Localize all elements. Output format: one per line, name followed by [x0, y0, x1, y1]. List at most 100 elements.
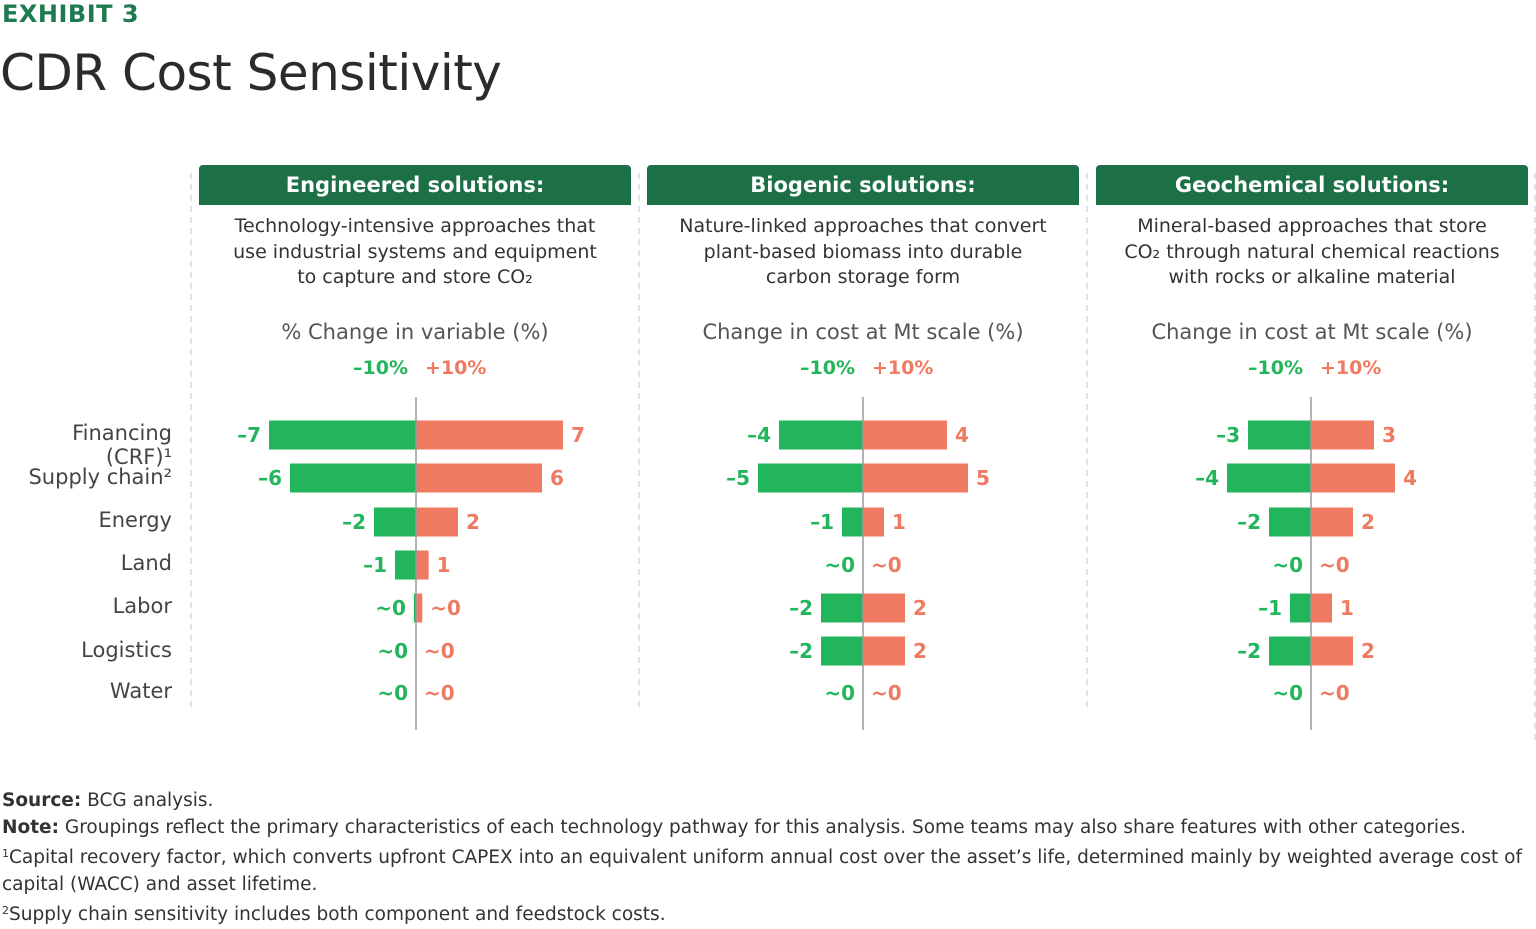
- data-label-negative: –3: [1216, 423, 1240, 447]
- data-label-positive: 1: [1340, 596, 1354, 620]
- desc-line: use industrial systems and equipment: [233, 240, 597, 263]
- data-label-negative: –1: [810, 510, 834, 534]
- footnote-2: 2Supply chain sensitivity includes both …: [2, 898, 1532, 929]
- data-label-positive: 6: [550, 466, 564, 490]
- data-label-negative: ~0: [377, 639, 408, 663]
- bar-positive: [1311, 507, 1353, 537]
- data-label-positive: ~0: [871, 681, 902, 705]
- legend-negative: –10%: [353, 357, 408, 379]
- data-label-negative: –4: [1195, 466, 1219, 490]
- data-label-positive: 2: [1361, 639, 1375, 663]
- data-label-negative: –1: [363, 553, 387, 577]
- bar-negative: [1248, 420, 1311, 450]
- bar-negative: [1269, 507, 1311, 537]
- axis-title-biogenic: Change in cost at Mt scale (%): [702, 320, 1024, 344]
- data-label-positive: 1: [437, 553, 451, 577]
- row-label-water: Water: [109, 679, 172, 703]
- data-label-negative: –4: [747, 423, 771, 447]
- desc-line: Nature-linked approaches that convert: [679, 215, 1047, 237]
- data-label-negative: –6: [258, 466, 282, 490]
- row-label-land: Land: [120, 551, 172, 575]
- footnote-text: Supply chain sensitivity includes both c…: [9, 904, 666, 925]
- data-label-positive: ~0: [871, 553, 902, 577]
- panel-header-biogenic: Biogenic solutions:: [647, 165, 1079, 205]
- desc-line: CO₂ through natural chemical reactions: [1124, 240, 1500, 263]
- bar-positive: [1311, 463, 1395, 493]
- panel-header-geochemical: Geochemical solutions:: [1096, 165, 1528, 205]
- footnote-text: Capital recovery factor, which converts …: [2, 847, 1522, 895]
- desc-line: with rocks or alkaline material: [1168, 266, 1456, 288]
- desc-line: to capture and store CO₂: [297, 266, 533, 288]
- bar-positive: [1311, 420, 1374, 450]
- data-label-negative: –2: [789, 639, 813, 663]
- row-label-financing: Financing (CRF)¹: [72, 421, 172, 469]
- axis-title-geochemical: Change in cost at Mt scale (%): [1151, 320, 1473, 344]
- source-label: Source:: [2, 790, 82, 811]
- legend-negative: –10%: [800, 357, 855, 379]
- panel-description-geochemical: Mineral-based approaches that store CO₂ …: [1096, 214, 1528, 291]
- bar-negative: [1227, 463, 1311, 493]
- panel-description-biogenic: Nature-linked approaches that convert pl…: [647, 214, 1079, 291]
- data-label-positive: 4: [1403, 466, 1417, 490]
- data-label-negative: –2: [1237, 639, 1261, 663]
- data-label-negative: ~0: [377, 681, 408, 705]
- exhibit-label: EXHIBIT 3: [2, 0, 140, 28]
- bar-negative: [395, 550, 416, 580]
- data-label-negative: ~0: [375, 596, 406, 620]
- desc-line: Mineral-based approaches that store: [1137, 215, 1487, 237]
- data-label-positive: 2: [913, 639, 927, 663]
- bar-positive: [863, 420, 947, 450]
- legend-positive: +10%: [425, 357, 487, 379]
- data-label-positive: ~0: [1319, 553, 1350, 577]
- note-text: Groupings reflect the primary characteri…: [58, 816, 1466, 838]
- source-text: BCG analysis.: [81, 790, 214, 811]
- bar-negative: [1269, 636, 1311, 666]
- axis-title-engineered: % Change in variable (%): [281, 320, 549, 344]
- footnote-mark: 2: [2, 904, 9, 917]
- data-label-negative: –7: [237, 423, 261, 447]
- bar-positive: [416, 420, 563, 450]
- bar-positive: [416, 463, 542, 493]
- source-line: Source: BCG analysis.: [2, 788, 1532, 815]
- bar-negative: [413, 593, 416, 623]
- data-label-negative: ~0: [1272, 681, 1303, 705]
- row-label-labor: Labor: [112, 594, 172, 618]
- row-label-energy: Energy: [98, 508, 172, 532]
- data-label-positive: 4: [955, 423, 969, 447]
- bar-positive: [1311, 593, 1332, 623]
- panel-header-engineered: Engineered solutions:: [199, 165, 631, 205]
- tornado-charts: –7 7 –6 6 –2 2 –1 1 ~0 ~0 ~0 ~0 ~0 ~0 –4 4 –5 5 –1 1 ~0 ~0 –2 2…: [190, 173, 1536, 745]
- notes: Source: BCG analysis. Note: Groupings re…: [2, 788, 1532, 929]
- data-label-positive: 3: [1382, 423, 1396, 447]
- legend-positive: +10%: [872, 357, 934, 379]
- data-label-positive: 2: [466, 510, 480, 534]
- data-label-negative: –2: [1237, 510, 1261, 534]
- data-label-positive: 5: [976, 466, 990, 490]
- bar-positive: [416, 550, 429, 580]
- data-label-negative: –1: [1258, 596, 1282, 620]
- data-label-positive: ~0: [424, 639, 455, 663]
- legend-negative: –10%: [1248, 357, 1303, 379]
- data-label-positive: 7: [571, 423, 585, 447]
- data-label-positive: ~0: [424, 681, 455, 705]
- data-label-positive: 1: [892, 510, 906, 534]
- footnote-mark: 1: [2, 847, 9, 860]
- bar-positive: [1311, 636, 1353, 666]
- page-title: CDR Cost Sensitivity: [0, 44, 502, 102]
- panel-description-engineered: Technology-intensive approaches that use…: [199, 214, 631, 291]
- bar-positive: [863, 463, 968, 493]
- bar-negative: [821, 636, 863, 666]
- bar-negative: [269, 420, 416, 450]
- data-label-negative: –2: [342, 510, 366, 534]
- bar-negative: [374, 507, 416, 537]
- row-label-logistics: Logistics: [81, 638, 172, 662]
- data-label-negative: –5: [726, 466, 750, 490]
- bar-negative: [842, 507, 863, 537]
- bar-positive: [416, 507, 458, 537]
- data-label-negative: ~0: [824, 553, 855, 577]
- data-label-positive: 2: [913, 596, 927, 620]
- note-label: Note:: [2, 816, 59, 838]
- data-label-negative: –2: [789, 596, 813, 620]
- data-label-positive: ~0: [430, 596, 461, 620]
- data-label-negative: ~0: [824, 681, 855, 705]
